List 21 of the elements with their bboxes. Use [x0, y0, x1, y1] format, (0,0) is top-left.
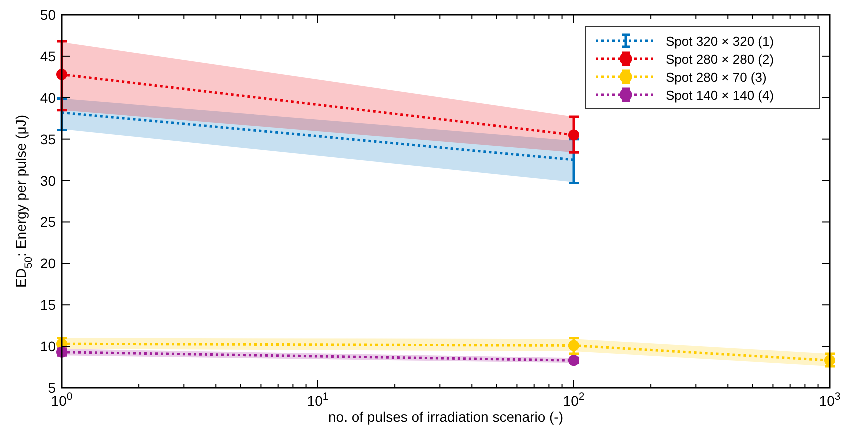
x-tick-label: 10$^{3}$ — [819, 391, 841, 409]
y-tick-label: 5 — [48, 380, 56, 396]
legend-label: Spot 140 × 140 (4) — [666, 88, 774, 103]
y-tick-label: 20 — [40, 256, 56, 272]
legend-label: Spot 320 × 320 (1) — [666, 34, 774, 49]
legend-label: Spot 280 × 70 (3) — [666, 70, 767, 85]
y-tick-label: 15 — [40, 297, 56, 314]
y-tick-label: 30 — [40, 172, 56, 189]
y-tick-label: 35 — [40, 131, 56, 148]
point — [568, 340, 580, 352]
x-axis-title: no. of pulses of irradiation scenario (-) — [328, 409, 564, 425]
point — [568, 130, 580, 141]
point — [568, 355, 580, 366]
y-tick-label: 45 — [40, 48, 56, 64]
legend-label: Spot 280 × 280 (2) — [666, 52, 774, 67]
y-tick-label: 40 — [40, 90, 56, 106]
y-tick-label: 50 — [40, 7, 56, 23]
y-tick-label: 10 — [40, 338, 56, 355]
x-tick-label: 10$^{1}$ — [307, 391, 329, 409]
x-tick-label: 10$^{2}$ — [563, 391, 585, 409]
y-tick-label: 25 — [40, 214, 56, 230]
